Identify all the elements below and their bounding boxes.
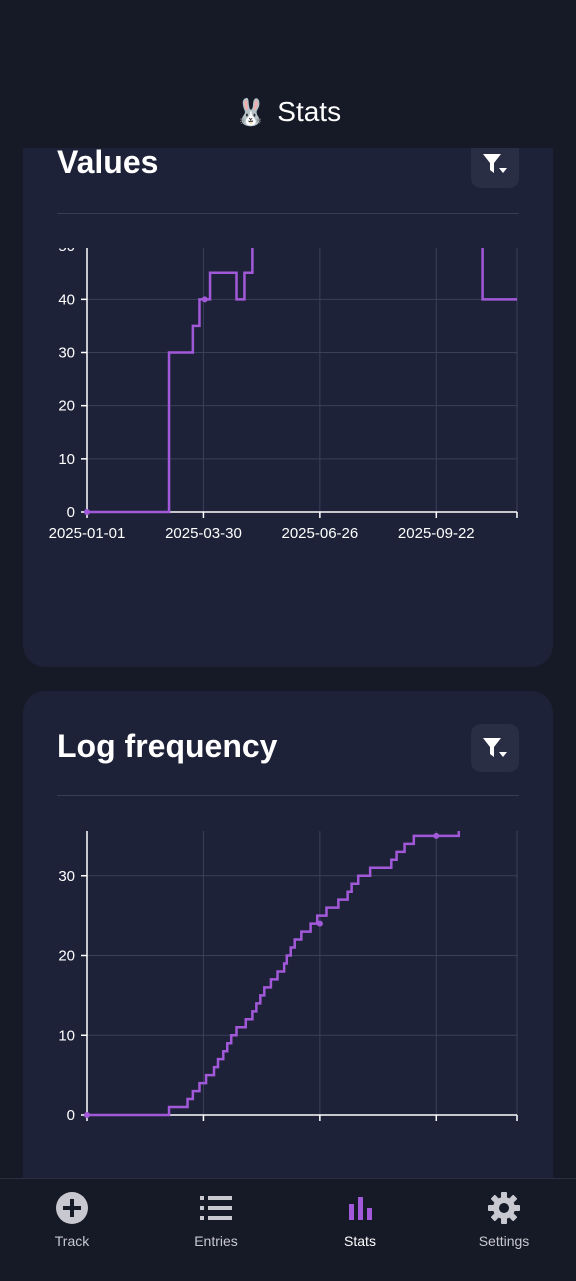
log-frequency-divider (57, 795, 519, 796)
values-chart: 01020304050602025-01-012025-03-302025-06… (49, 248, 518, 542)
filter-icon (483, 738, 507, 757)
log-frequency-card-title: Log frequency (57, 728, 278, 764)
values-data-point (201, 296, 208, 303)
bottom-navigation: Track Entries Stats (0, 1178, 576, 1281)
filter-icon (483, 154, 507, 173)
values-divider (57, 213, 519, 214)
values-y-tick-label: 40 (58, 291, 75, 308)
log-frequency-y-tick-label: 30 (58, 868, 75, 885)
stats-scroll-area[interactable]: Values 01020304050602025-01-012025-03-30… (0, 148, 576, 1178)
nav-settings-label: Settings (478, 1233, 530, 1249)
values-y-tick-label: 0 (67, 504, 75, 521)
values-card: Values 01020304050602025-01-012025-03-30… (23, 148, 553, 667)
log-frequency-filter-button[interactable] (471, 724, 519, 772)
nav-stats[interactable]: Stats (288, 1179, 432, 1249)
log-frequency-data-point (433, 832, 440, 839)
nav-track[interactable]: Track (0, 1179, 144, 1249)
nav-track-label: Track (54, 1233, 90, 1249)
values-filter-button[interactable] (471, 148, 519, 188)
values-y-tick-label: 30 (58, 345, 75, 362)
log-frequency-data-point (316, 920, 323, 927)
values-y-tick-label: 10 (58, 451, 75, 468)
values-y-tick-label: 50 (58, 248, 75, 255)
values-x-tick-label: 2025-09-22 (398, 525, 475, 542)
nav-settings[interactable]: Settings (432, 1179, 576, 1249)
log-frequency-data-point (84, 1112, 90, 1118)
values-x-tick-label: 2025-06-26 (281, 525, 358, 542)
nav-entries[interactable]: Entries (144, 1179, 288, 1249)
app-title: 🐰 Stats (235, 96, 341, 128)
values-card-title: Values (57, 148, 159, 180)
values-series-line (87, 248, 517, 514)
log-frequency-y-tick-label: 10 (58, 1027, 75, 1044)
gear-icon (487, 1191, 521, 1225)
list-icon (199, 1191, 233, 1225)
values-x-tick-label: 2025-03-30 (165, 525, 242, 542)
nav-entries-label: Entries (194, 1233, 238, 1249)
log-frequency-y-tick-label: 0 (67, 1107, 75, 1124)
rabbit-icon: 🐰 (234, 97, 268, 127)
log-frequency-y-tick-label: 20 (58, 948, 75, 965)
values-x-tick-label: 2025-01-01 (49, 525, 126, 542)
bar-chart-icon (346, 1191, 374, 1225)
page-title: Stats (277, 96, 342, 127)
app-bar: 🐰 Stats (0, 0, 576, 148)
values-y-tick-label: 20 (58, 398, 75, 415)
plus-circle-icon (55, 1191, 89, 1225)
nav-stats-label: Stats (344, 1233, 376, 1249)
log-frequency-series-line (87, 831, 461, 1117)
values-data-point (84, 509, 90, 515)
